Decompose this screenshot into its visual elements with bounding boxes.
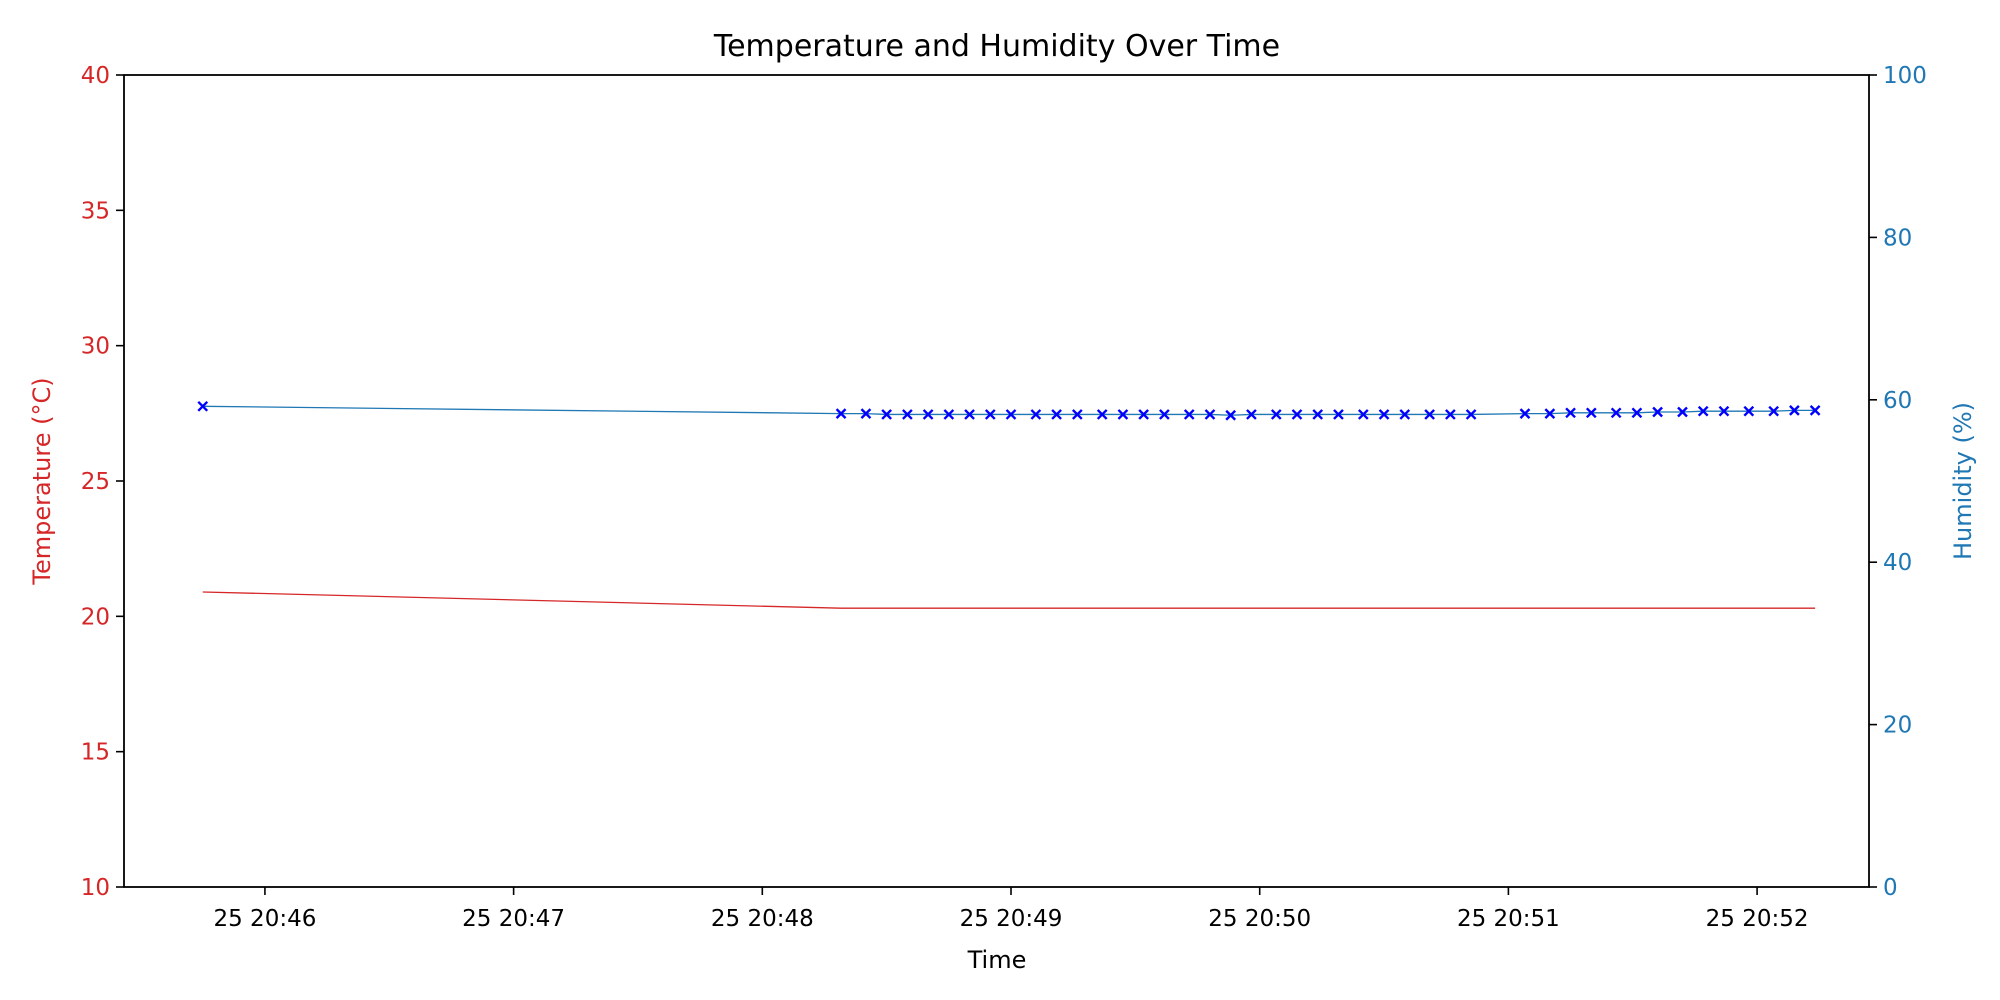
humidity-point-marker xyxy=(1333,409,1344,420)
left-tick-label: 15 xyxy=(81,740,110,766)
humidity-point-marker xyxy=(1291,409,1303,420)
temperature-series-line xyxy=(202,591,1816,609)
humidity-point-marker xyxy=(1399,409,1411,420)
humidity-point-marker xyxy=(1465,409,1477,420)
humidity-point-marker xyxy=(1768,405,1780,417)
humidity-point-marker xyxy=(1270,409,1282,420)
humidity-point-marker xyxy=(860,408,872,419)
x-tick-label: 25 20:48 xyxy=(711,906,814,932)
humidity-point-marker xyxy=(1204,409,1216,420)
humidity-point-marker xyxy=(1809,405,1821,416)
humidity-point-marker xyxy=(1051,409,1062,420)
x-tick-label: 25 20:46 xyxy=(213,906,316,932)
humidity-point-marker xyxy=(1117,409,1129,420)
x-tick-label: 25 20:47 xyxy=(462,906,565,932)
humidity-point-marker xyxy=(1096,409,1108,420)
x-axis-label: Time xyxy=(967,946,1027,974)
humidity-point-marker xyxy=(1246,409,1257,420)
humidity-point-marker xyxy=(1610,407,1622,419)
humidity-point-marker xyxy=(1378,409,1390,420)
left-tick-label: 40 xyxy=(81,63,110,89)
humidity-point-marker xyxy=(1312,409,1324,420)
humidity-point-marker xyxy=(1445,409,1456,420)
humidity-point-marker xyxy=(1357,409,1369,420)
x-tick-label: 25 20:51 xyxy=(1457,906,1560,932)
x-tick-label: 25 20:52 xyxy=(1706,906,1809,932)
humidity-point-marker xyxy=(197,400,209,412)
humidity-point-marker xyxy=(922,409,934,420)
humidity-point-marker xyxy=(1071,409,1083,420)
humidity-point-marker xyxy=(1544,408,1556,419)
humidity-point-marker xyxy=(835,408,847,419)
right-y-axis: 0 20 40 60 80 100 xyxy=(1869,63,1927,901)
humidity-point-marker xyxy=(1585,407,1597,419)
humidity-point-marker xyxy=(1631,407,1643,419)
humidity-point-marker xyxy=(1565,407,1576,419)
humidity-point-marker xyxy=(984,409,996,420)
chart-title: Temperature and Humidity Over Time xyxy=(713,29,1280,64)
humidity-point-marker xyxy=(1652,406,1663,418)
humidity-point-marker xyxy=(1424,409,1435,420)
right-tick-label: 40 xyxy=(1883,550,1912,576)
humidity-point-marker xyxy=(1789,405,1800,416)
humidity-point-marker xyxy=(1159,409,1170,420)
left-tick-label: 20 xyxy=(81,604,110,630)
humidity-point-marker xyxy=(902,409,913,420)
humidity-point-marker xyxy=(1697,405,1709,417)
humidity-point-marker xyxy=(1519,408,1531,419)
humidity-point-marker xyxy=(1183,409,1195,420)
left-y-axis: 10 15 20 25 30 35 40 xyxy=(81,63,124,901)
humidity-point-marker xyxy=(1005,409,1017,420)
right-y-axis-label: Humidity (%) xyxy=(1949,402,1977,560)
right-tick-label: 0 xyxy=(1883,875,1898,901)
left-tick-label: 10 xyxy=(81,875,110,901)
right-tick-label: 100 xyxy=(1883,63,1927,89)
left-tick-label: 35 xyxy=(81,198,110,224)
right-tick-label: 80 xyxy=(1883,225,1912,251)
humidity-point-marker xyxy=(964,409,975,420)
humidity-point-marker xyxy=(1718,405,1730,417)
left-tick-label: 25 xyxy=(81,469,110,495)
plot-area xyxy=(197,400,1821,609)
humidity-point-marker xyxy=(1677,406,1688,418)
right-tick-label: 60 xyxy=(1883,388,1912,414)
x-tick-label: 25 20:50 xyxy=(1208,906,1311,932)
humidity-point-marker xyxy=(1743,405,1755,417)
x-tick-label: 25 20:49 xyxy=(960,906,1063,932)
left-tick-label: 30 xyxy=(81,334,110,360)
humidity-point-marker xyxy=(1030,409,1042,420)
humidity-point-marker xyxy=(1138,409,1149,420)
humidity-point-marker xyxy=(1225,409,1237,421)
plot-frame xyxy=(123,74,1870,888)
humidity-point-marker xyxy=(943,409,955,420)
humidity-point-marker xyxy=(881,409,893,420)
right-tick-label: 20 xyxy=(1883,713,1912,739)
x-axis: 25 20:46 25 20:47 25 20:48 25 20:49 25 20:50… xyxy=(213,887,1809,932)
left-y-axis-label: Temperature (°C) xyxy=(28,377,56,585)
